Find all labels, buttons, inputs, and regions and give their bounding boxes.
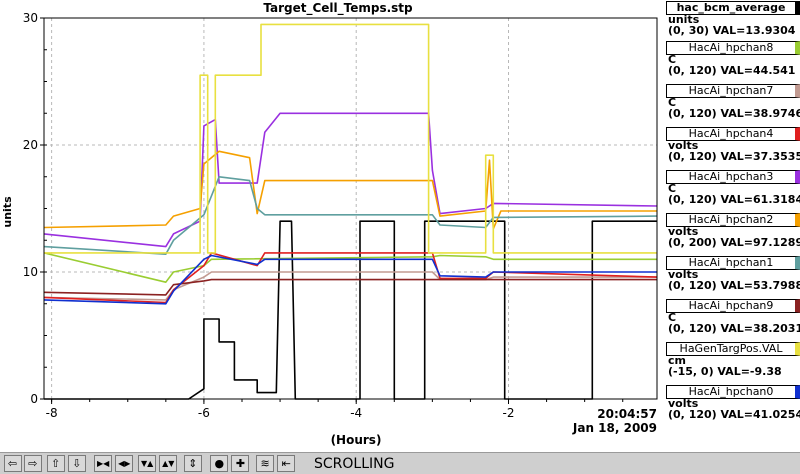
series-layer: [43, 23, 658, 400]
x-tick-label: -4: [350, 406, 362, 420]
legend-series-name[interactable]: HacAi_hpchan0: [666, 385, 800, 399]
legend-series-name[interactable]: HacAi_hpchan1: [666, 256, 800, 270]
legend-entry[interactable]: HacAi_hpchan4 volts (0, 120) VAL=37.3535: [662, 126, 800, 169]
scroll-mode-button[interactable]: ⇤: [277, 455, 296, 472]
y-tick-label: 20: [23, 138, 38, 152]
x-tick-label: -2: [503, 406, 515, 420]
legend-units: volts: [668, 268, 699, 281]
date-label: Jan 18, 2009: [572, 421, 657, 435]
legend-entry[interactable]: HacAi_hpchan9 C (0, 120) VAL=38.2031: [662, 298, 800, 341]
autoscale-button[interactable]: ⇕: [183, 455, 202, 472]
series-line-targpos: [44, 23, 657, 254]
legend-entry[interactable]: HacAi_hpchan8 C (0, 120) VAL=44.541: [662, 40, 800, 83]
time-label: 20:04:57: [597, 407, 657, 421]
series-line-hpchan3: [43, 112, 658, 248]
legend-series-name[interactable]: HacAi_hpchan3: [666, 170, 800, 184]
strip-chart[interactable]: 0 10 20 30 -8 -6 -4 -2 Target_Cell_Temps.stp un…: [0, 0, 662, 452]
legend-entry[interactable]: HaGenTargPos.VAL cm (-15, 0) VAL=-9.38: [662, 341, 800, 384]
legend-series-name[interactable]: hac_bcm_average: [666, 1, 800, 15]
zoom-in-y-button[interactable]: ▼▲: [138, 455, 157, 472]
legend-entry[interactable]: HacAi_hpchan0 volts (0, 120) VAL=41.0254: [662, 384, 800, 427]
legend-entry[interactable]: HacAi_hpchan7 C (0, 120) VAL=38.9746: [662, 83, 800, 126]
legend-units: C: [668, 53, 677, 66]
x-axis-label: (Hours): [331, 433, 382, 447]
legend-units: C: [668, 182, 677, 195]
y-axis-label: units: [1, 196, 14, 228]
axis-ticks: 0 10 20 30 -8 -6 -4 -2: [23, 11, 624, 420]
legend-entry[interactable]: HacAi_hpchan1 volts (0, 120) VAL=53.7988: [662, 255, 800, 298]
legend-series-name[interactable]: HacAi_hpchan2: [666, 213, 800, 227]
graph-mode-button[interactable]: ≋: [256, 455, 275, 472]
legend-units: cm: [668, 354, 686, 367]
legend-units: volts: [668, 139, 699, 152]
legend-units: volts: [668, 397, 699, 410]
legend-range-value: (0, 120) VAL=38.2031: [668, 322, 800, 335]
series-line-hpchan2: [43, 150, 657, 230]
legend-entry[interactable]: HacAi_hpchan2 volts (0, 200) VAL=97.1289: [662, 212, 800, 255]
scroll-up-button[interactable]: ⇧: [46, 455, 65, 472]
zoom-in-x-button[interactable]: ▶◀: [94, 455, 113, 472]
scroll-down-button[interactable]: ⇩: [67, 455, 86, 472]
legend-entry[interactable]: hac_bcm_average units (0, 30) VAL=13.9304: [662, 0, 800, 40]
record-button[interactable]: ●: [210, 455, 229, 472]
legend-series-name[interactable]: HaGenTargPos.VAL: [666, 342, 800, 356]
scroll-left-button[interactable]: ⇦: [3, 455, 22, 472]
chart-title: Target_Cell_Temps.stp: [263, 1, 413, 16]
legend-units: C: [668, 96, 677, 109]
legend-range-value: (0, 120) VAL=37.3535: [668, 150, 800, 163]
y-tick-label: 10: [23, 265, 38, 279]
legend-range-value: (0, 30) VAL=13.9304: [668, 24, 796, 37]
series-line-bcm: [44, 220, 657, 400]
legend-series-name[interactable]: HacAi_hpchan9: [666, 299, 800, 313]
legend-range-value: (0, 120) VAL=44.541: [668, 64, 796, 77]
legend-range-value: (-15, 0) VAL=-9.38: [668, 365, 782, 378]
legend-range-value: (0, 120) VAL=61.3184: [668, 193, 800, 206]
legend-range-value: (0, 120) VAL=38.9746: [668, 107, 800, 120]
y-tick-label: 0: [30, 392, 38, 406]
legend: hac_bcm_average units (0, 30) VAL=13.9304 H…: [662, 0, 800, 452]
legend-series-name[interactable]: HacAi_hpchan8: [666, 41, 800, 55]
series-line-hpchan0: [43, 254, 657, 305]
legend-units: volts: [668, 225, 699, 238]
zoom-out-y-button[interactable]: ▲▼: [159, 455, 178, 472]
add-button[interactable]: ✚: [231, 455, 250, 472]
legend-range-value: (0, 200) VAL=97.1289: [668, 236, 800, 249]
y-tick-label: 30: [23, 11, 38, 25]
series-line-hpchan8: [43, 252, 657, 284]
x-tick-label: -6: [198, 406, 210, 420]
x-tick-label: -8: [46, 406, 58, 420]
series-line-hpchan9: [43, 278, 657, 296]
legend-range-value: (0, 120) VAL=41.0254: [668, 408, 800, 421]
status-text: SCROLLING: [314, 456, 395, 472]
scroll-right-button[interactable]: ⇨: [23, 455, 42, 472]
legend-units: units: [668, 13, 700, 26]
legend-units: C: [668, 311, 677, 324]
legend-range-value: (0, 120) VAL=53.7988: [668, 279, 800, 292]
legend-series-name[interactable]: HacAi_hpchan4: [666, 127, 800, 141]
zoom-out-x-button[interactable]: ◀▶: [115, 455, 134, 472]
toolbar: SCROLLING ⇦ ⇨ ⇧ ⇩ ▶◀ ◀▶ ▼▲ ▲▼ ⇕ ● ✚ ≋ ⇤: [0, 452, 800, 474]
legend-series-name[interactable]: HacAi_hpchan7: [666, 84, 800, 98]
legend-entry[interactable]: HacAi_hpchan3 C (0, 120) VAL=61.3184: [662, 169, 800, 212]
